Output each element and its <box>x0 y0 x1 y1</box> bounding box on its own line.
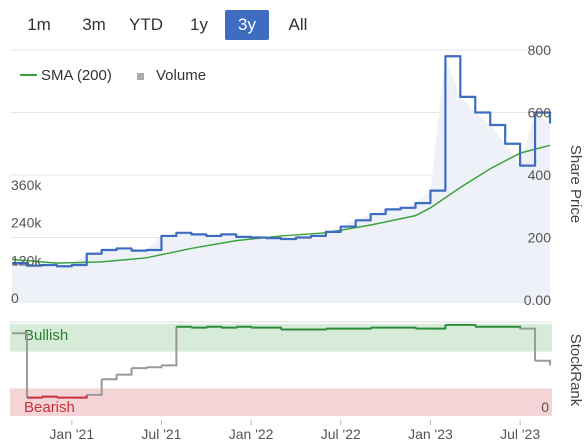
stockrank-line-segment <box>236 325 253 328</box>
stockrank-line-segment <box>12 332 28 398</box>
stockrank-axis-label: StockRank <box>567 334 584 407</box>
stockrank-line-segment <box>325 327 372 330</box>
volume-tick-label: 120k <box>11 252 42 268</box>
price-tick-label: 400 <box>528 167 552 183</box>
stockrank-line-segment <box>71 394 88 399</box>
x-tick-label: Jan '22 <box>229 426 274 440</box>
price-tick-label: 800 <box>528 42 552 58</box>
stockrank-line-segment <box>41 395 58 398</box>
stockrank-line-segment <box>520 327 537 361</box>
stockrank-line-segment <box>535 359 551 366</box>
stockrank-line-segment <box>430 324 447 330</box>
x-tick-label: Jul '21 <box>141 426 181 440</box>
bearish-zone <box>10 388 552 416</box>
x-tick-label: Jul '23 <box>500 426 540 440</box>
stockrank-line-segment <box>131 367 148 370</box>
volume-tick-label: 360k <box>11 177 42 193</box>
stockrank-line-segment <box>161 326 178 367</box>
legend-volume-label[interactable]: Volume <box>156 67 206 84</box>
stockrank-line-segment <box>370 326 417 329</box>
stockrank-line-segment <box>101 374 118 381</box>
volume-tick-label: 0 <box>11 290 19 306</box>
stockrank-line-segment <box>281 328 327 331</box>
legend: SMA (200) Volume <box>20 67 206 84</box>
x-tick-label: Jul '22 <box>321 426 361 440</box>
range-button-ytd[interactable]: YTD <box>129 15 163 34</box>
stockrank-line-segment <box>176 325 193 328</box>
volume-tick-label: 240k <box>11 215 42 231</box>
legend-sma-label[interactable]: SMA (200) <box>41 67 112 84</box>
price-tick-label: 200 <box>528 230 552 246</box>
range-button-3m[interactable]: 3m <box>82 15 106 34</box>
range-button-all[interactable]: All <box>288 15 308 34</box>
bearish-zone-label: Bearish <box>24 399 75 416</box>
stockrank-line-segment <box>475 325 522 329</box>
price-area <box>12 56 550 303</box>
stockrank-line-segment <box>26 396 43 399</box>
range-button-1m[interactable]: 1m <box>27 15 51 34</box>
share-price-axis-label: Share Price <box>567 145 584 223</box>
range-button-3y[interactable]: 3y <box>225 10 269 40</box>
x-tick-label: Jan '21 <box>49 426 94 440</box>
stockrank-tick-label: 0 <box>541 399 549 415</box>
stockrank-line-segment <box>116 368 133 376</box>
stockrank-line-segment <box>206 325 223 328</box>
stockrank-line-segment <box>191 326 208 329</box>
x-tick-label: Jan '23 <box>408 426 453 440</box>
stockrank-line-segment <box>221 326 238 329</box>
bullish-zone-label: Bullish <box>24 327 68 344</box>
price-tick-label: 0.00 <box>524 292 551 308</box>
price-tick-label: 600 <box>528 105 552 121</box>
price-line <box>12 55 552 268</box>
range-button-1y[interactable]: 1y <box>190 15 208 34</box>
stockrank-line-segment <box>146 365 163 369</box>
stockrank-line-segment <box>86 379 103 396</box>
legend-volume-swatch <box>137 73 144 80</box>
